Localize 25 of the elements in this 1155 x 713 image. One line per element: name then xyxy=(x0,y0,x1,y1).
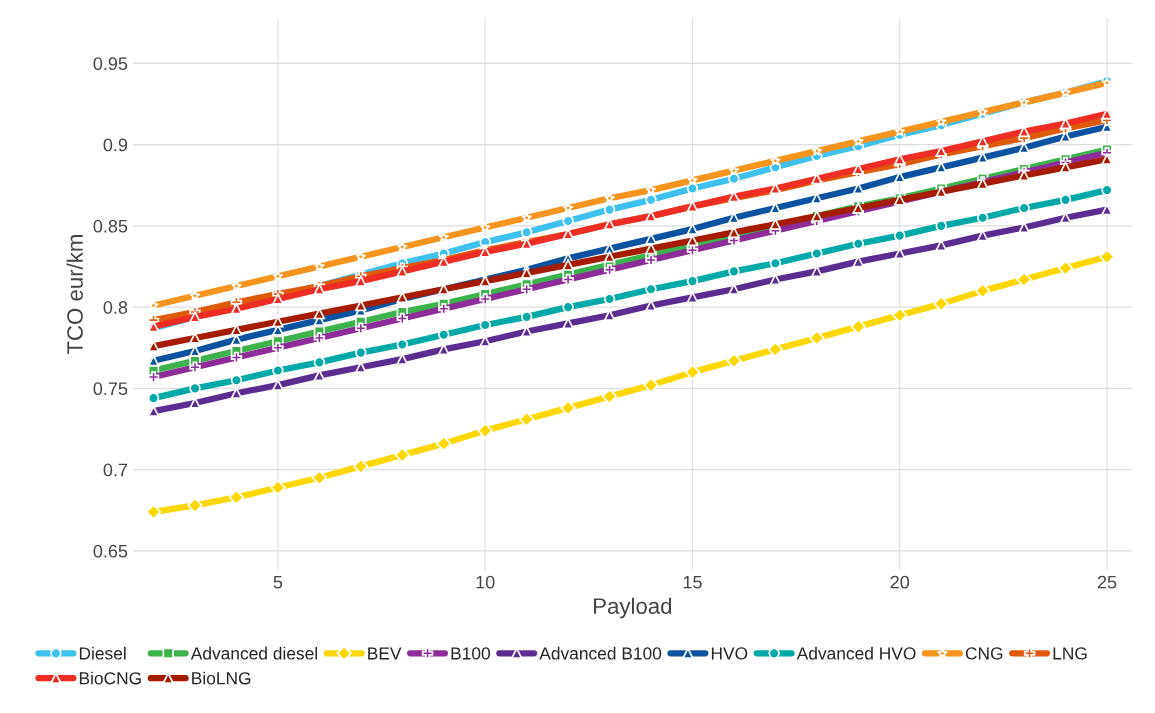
legend-label: Advanced diesel xyxy=(190,646,318,660)
legend-label: LNG xyxy=(1053,647,1087,660)
y-tick-label: 0.8 xyxy=(103,301,128,314)
legend-label: CNG xyxy=(965,647,1003,660)
legend-label: Advanced HVO xyxy=(796,646,916,660)
y-tick-label: 0.65 xyxy=(93,544,128,558)
legend-label: Advanced B100 xyxy=(539,646,662,660)
legend-label: HVO xyxy=(711,647,748,660)
legend-label: B100 xyxy=(451,647,490,660)
x-tick-label: 10 xyxy=(476,575,495,589)
legend-label: BioLNG xyxy=(192,671,251,685)
y-axis-title: TCO eur/km xyxy=(66,235,83,355)
y-tick-label: 0.85 xyxy=(93,219,128,233)
legend-label: Diesel xyxy=(79,646,126,660)
x-tick-label: 15 xyxy=(683,575,702,589)
x-tick-label: 5 xyxy=(273,575,283,589)
x-tick-label: 20 xyxy=(890,575,910,589)
y-tick-label: 0.95 xyxy=(93,57,128,71)
x-tick-label: 25 xyxy=(1097,575,1117,589)
x-axis-title: Payload xyxy=(594,597,672,619)
legend-label: BEV xyxy=(368,647,402,660)
y-tick-label: 0.75 xyxy=(93,382,128,396)
y-tick-label: 0.9 xyxy=(103,138,128,152)
legend-label: BioCNG xyxy=(79,671,141,685)
y-tick-label: 0.7 xyxy=(103,463,128,477)
